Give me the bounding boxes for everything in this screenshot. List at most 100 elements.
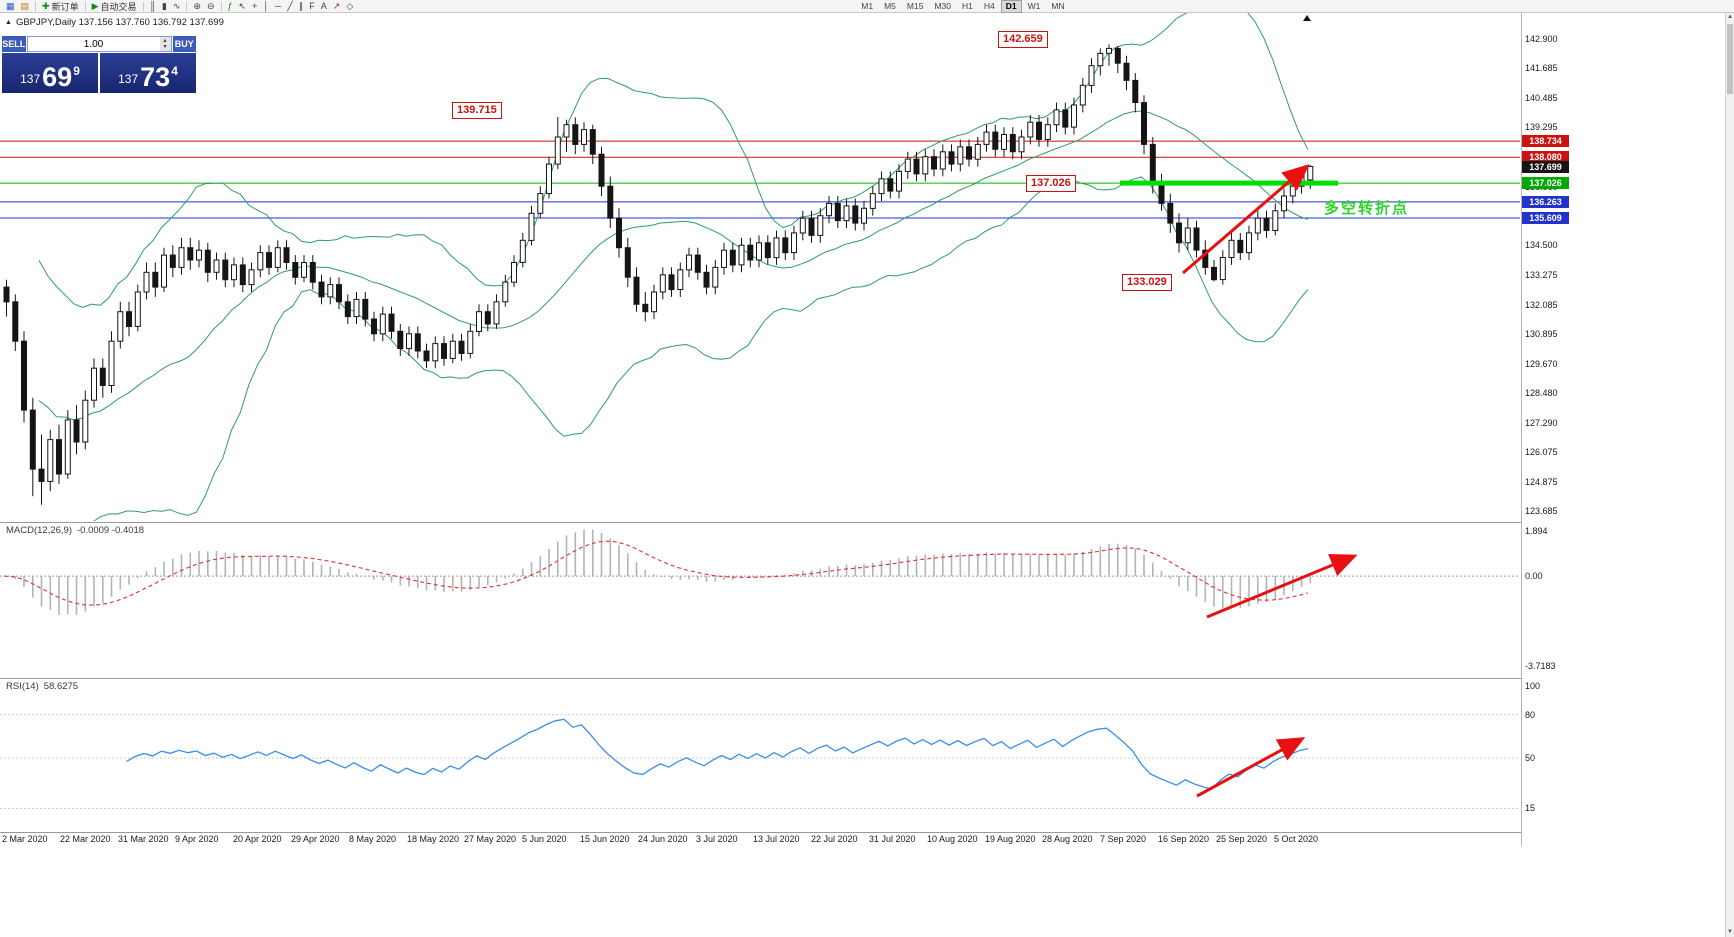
shapes-button[interactable]: ◇ xyxy=(343,0,356,12)
timeframe-button-H4[interactable]: H4 xyxy=(983,0,995,11)
date-label: 8 May 2020 xyxy=(349,834,397,844)
timeframe-toolbar: M1 M5 M15 M30 H1 H4 D1 W1 MN xyxy=(856,0,1069,13)
toolbar-separator xyxy=(35,1,37,11)
price-line-label: 138.080 xyxy=(1522,151,1569,163)
toolbar-separator xyxy=(142,1,144,11)
text-tool-button[interactable]: A xyxy=(318,0,330,12)
date-label: 29 Apr 2020 xyxy=(291,834,340,844)
toolbar-separator xyxy=(186,1,188,11)
timeframe-button-D1[interactable]: D1 xyxy=(1000,0,1022,13)
new-order-icon: ✚ xyxy=(42,1,50,11)
zoom-out-button[interactable]: ⊖ xyxy=(204,0,218,12)
cursor-icon: ↖ xyxy=(238,1,247,11)
price-axis-tick: 130.895 xyxy=(1525,329,1558,339)
vertical-scrollbar[interactable]: ▲ ▼ xyxy=(1725,13,1734,937)
autoscroll-marker-icon[interactable] xyxy=(1303,15,1311,21)
date-label: 28 Aug 2020 xyxy=(1042,834,1093,844)
timeframe-button-M15[interactable]: M15 xyxy=(906,0,924,11)
price-axis-tick: 129.670 xyxy=(1525,359,1558,369)
macd-axis-label: -3.7183 xyxy=(1525,661,1556,671)
profiles-button[interactable]: ▤ xyxy=(18,0,33,12)
line-chart-button[interactable]: ∿ xyxy=(170,0,184,12)
timeframe-button-M30[interactable]: M30 xyxy=(934,0,951,11)
volume-spinner[interactable]: ▴ ▾ xyxy=(159,37,171,51)
rsi-axis-label: 15 xyxy=(1525,803,1536,813)
date-label: 7 Sep 2020 xyxy=(1100,834,1147,844)
rsi-title: RSI(14) xyxy=(6,681,39,692)
cursor-button[interactable]: ↖ xyxy=(236,0,250,12)
channel-icon: ∥ xyxy=(298,1,304,11)
timeframe-button-H1[interactable]: H1 xyxy=(961,0,973,11)
panel-separator[interactable] xyxy=(0,522,1726,523)
price-line-label: 138.734 xyxy=(1522,135,1569,147)
buy-price-pip: 4 xyxy=(171,64,178,78)
panel-separator[interactable] xyxy=(0,678,1726,679)
quote-panel-collapse-icon[interactable]: ▲ xyxy=(5,19,12,26)
buy-price-display[interactable]: 137 73 4 xyxy=(100,53,196,93)
price-axis-tick: 123.685 xyxy=(1525,506,1558,516)
sell-price-display[interactable]: 137 69 9 xyxy=(2,53,98,93)
crosshair-button[interactable]: + xyxy=(249,0,260,12)
arrows-tool-button[interactable]: ↗ xyxy=(330,0,344,12)
timeframe-button-MN[interactable]: MN xyxy=(1051,0,1065,11)
volume-input[interactable] xyxy=(27,37,160,51)
autotrading-button[interactable]: ▶ 自动交易 xyxy=(89,0,140,12)
autotrading-icon: ▶ xyxy=(91,1,99,11)
timeframe-button-M1[interactable]: M1 xyxy=(861,0,874,11)
timeframe-button-W1[interactable]: W1 xyxy=(1027,0,1041,11)
date-label: 2 Mar 2020 xyxy=(2,834,48,844)
date-label: 16 Sep 2020 xyxy=(1158,834,1210,844)
volume-down-icon[interactable]: ▾ xyxy=(163,44,167,50)
volume-up-icon[interactable]: ▴ xyxy=(163,38,167,44)
vertical-line-button[interactable]: │ xyxy=(260,0,272,12)
arrows-tool-icon: ↗ xyxy=(332,1,341,11)
date-label: 31 Mar 2020 xyxy=(118,834,169,844)
channel-button[interactable]: ∥ xyxy=(296,0,307,12)
price-axis-tick: 124.875 xyxy=(1525,477,1558,487)
vertical-line-icon: │ xyxy=(263,1,269,11)
scrollbar-thumb[interactable] xyxy=(1727,24,1733,94)
trendline-button[interactable]: ╱ xyxy=(284,0,295,12)
new-chart-button[interactable]: ▦ xyxy=(3,0,18,12)
sell-button[interactable]: SELL xyxy=(2,36,26,52)
line-chart-icon: ∿ xyxy=(172,1,181,11)
rsi-axis-label: 80 xyxy=(1525,710,1536,720)
toolbar-separator xyxy=(84,1,86,11)
price-line-label: 135.609 xyxy=(1522,212,1569,224)
macd-axis-label: 0.00 xyxy=(1525,571,1543,581)
timeframe-button-M5[interactable]: M5 xyxy=(884,0,896,11)
volume-box: ▴ ▾ xyxy=(26,36,172,52)
horizontal-line-button[interactable]: ─ xyxy=(272,0,284,12)
price-axis-tick: 140.485 xyxy=(1525,93,1558,103)
date-label: 18 May 2020 xyxy=(407,834,460,844)
new-order-label: 新订单 xyxy=(51,1,79,12)
date-label: 22 Mar 2020 xyxy=(60,834,111,844)
new-order-button[interactable]: ✚ 新订单 xyxy=(39,0,82,12)
scrollbar-down-icon[interactable]: ▼ xyxy=(1727,929,1733,935)
indicators-icon: ƒ xyxy=(227,1,233,11)
date-label: 20 Apr 2020 xyxy=(233,834,282,844)
rsi-axis-label: 100 xyxy=(1525,681,1541,691)
text-tool-icon: A xyxy=(320,1,327,11)
price-axis-tick: 127.290 xyxy=(1525,418,1558,428)
candlestick-chart-button[interactable]: ▮ xyxy=(159,0,170,12)
panel-separator[interactable] xyxy=(0,832,1726,833)
price-axis-tick: 141.685 xyxy=(1525,63,1558,73)
scrollbar-up-icon[interactable]: ▲ xyxy=(1727,14,1733,20)
bar-chart-button[interactable]: ║ xyxy=(147,0,159,12)
zoom-in-icon: ⊕ xyxy=(193,1,201,11)
shapes-icon: ◇ xyxy=(346,1,354,11)
zoom-in-button[interactable]: ⊕ xyxy=(190,0,204,12)
fibonacci-button[interactable]: F xyxy=(306,0,318,12)
rsi-indicator-label: RSI(14) 58.6275 xyxy=(6,681,78,692)
date-label: 15 Jun 2020 xyxy=(580,834,630,844)
date-label: 19 Aug 2020 xyxy=(985,834,1036,844)
buy-button[interactable]: BUY xyxy=(172,36,196,52)
price-line-label: 137.699 xyxy=(1522,161,1569,173)
indicators-button[interactable]: ƒ xyxy=(225,0,236,12)
rsi-axis-label: 50 xyxy=(1525,753,1536,763)
price-axis-tick: 126.075 xyxy=(1525,447,1558,457)
chart-canvas[interactable] xyxy=(0,13,1520,846)
bar-chart-icon: ║ xyxy=(149,1,156,11)
